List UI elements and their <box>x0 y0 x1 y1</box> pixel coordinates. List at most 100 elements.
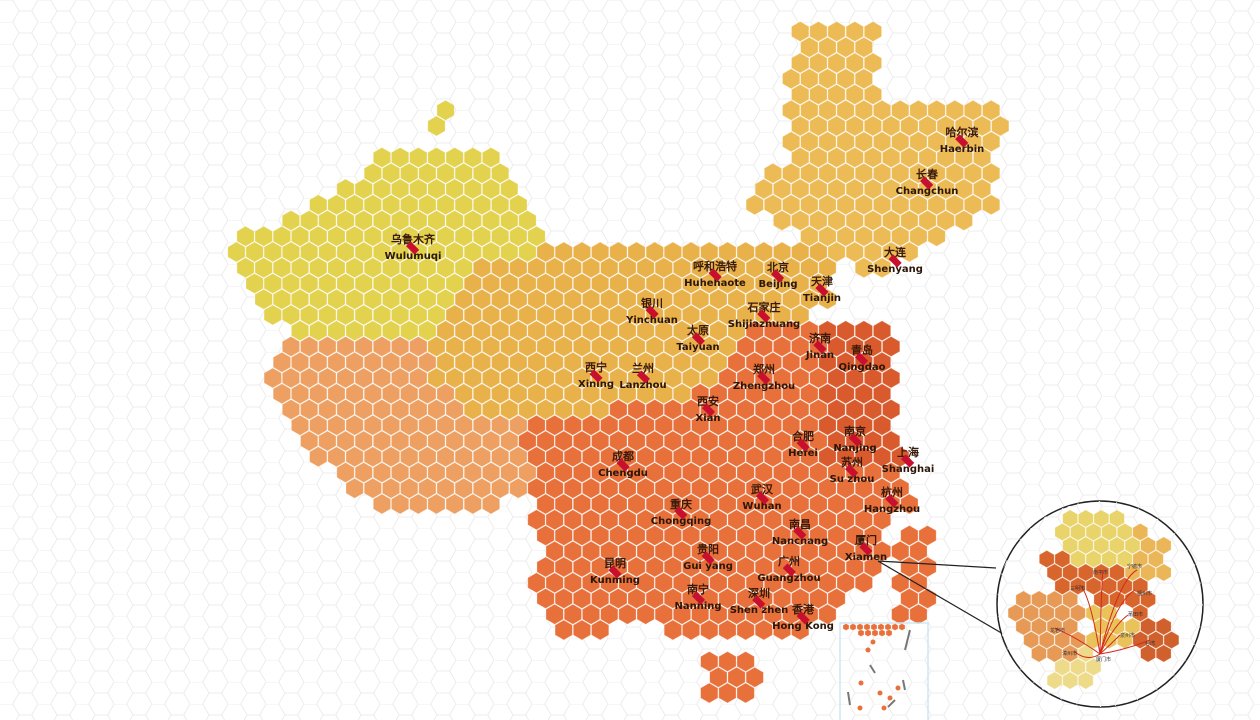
city-marker[interactable]: 大连 Shenyang <box>867 247 923 276</box>
city-name-cn: 青岛 <box>850 344 873 357</box>
hex-cell <box>800 414 819 436</box>
city-marker[interactable]: 济南 Jinan <box>806 333 834 362</box>
city-marker[interactable]: 兰州 Lanzhou <box>619 363 666 392</box>
hex-cell <box>836 194 855 216</box>
hex-cell <box>800 257 819 279</box>
city-marker[interactable]: 北京 Beijing <box>759 262 798 291</box>
inset-city-label: 泉州市 <box>1120 633 1136 639</box>
hex-cell <box>582 257 601 279</box>
hex-cell <box>854 36 873 58</box>
hex-cell <box>718 619 737 641</box>
hex-cell <box>472 162 492 184</box>
city-marker[interactable]: 重庆 Chongqing <box>651 499 711 528</box>
hex-cell <box>345 383 364 405</box>
hex-cell <box>982 99 1001 121</box>
hex-cell <box>327 194 346 216</box>
hex-cell <box>636 288 655 310</box>
city-marker[interactable]: 西安 Xian <box>695 396 720 425</box>
hex-cell <box>727 477 746 499</box>
city-marker[interactable]: 深圳 Shen zhen <box>730 588 789 617</box>
city-name-cn: 太原 <box>687 324 709 337</box>
hex-cell <box>863 556 882 578</box>
city-marker[interactable]: 南宁 Nanning <box>674 584 721 613</box>
city-name-en: Haerbin <box>939 144 985 155</box>
hex-cell <box>481 304 501 326</box>
city-marker[interactable]: 合肥 Hefei <box>788 431 818 460</box>
city-marker[interactable]: 郑州 Zhengzhou <box>733 364 795 393</box>
city-marker[interactable]: 杭州 Hangzhou <box>864 487 920 516</box>
hex-cell <box>400 162 419 184</box>
hex-cell <box>527 446 546 468</box>
hex-cell <box>936 178 955 200</box>
city-marker[interactable]: 南京 Nanjing <box>833 426 876 455</box>
hex-cell <box>454 162 473 184</box>
city-marker[interactable]: 哈尔滨 Haerbin <box>940 127 985 156</box>
hex-cell <box>845 147 864 168</box>
hex-cell <box>754 430 773 452</box>
city-marker[interactable]: 成都 Chengdu <box>598 451 648 480</box>
hex-cell <box>563 446 582 468</box>
hex-cell <box>500 462 519 483</box>
island-hex <box>856 623 864 631</box>
hex-cell <box>727 414 746 436</box>
hex-cell <box>773 336 792 357</box>
city-marker[interactable]: 天津 Tianjin <box>803 276 841 305</box>
hex-cell <box>472 477 492 499</box>
hex-cell <box>700 336 719 357</box>
city-marker[interactable]: 昆明 Kunming <box>590 558 640 587</box>
city-marker[interactable]: 上海 Shanghai <box>882 447 935 476</box>
hex-cell <box>973 178 992 200</box>
hex-cell <box>463 241 482 263</box>
hex-cell <box>245 273 264 294</box>
hex-cell <box>809 588 828 609</box>
hex-cell <box>836 36 855 58</box>
hex-cell <box>691 572 710 594</box>
hex-cell <box>545 572 564 594</box>
hex-cell <box>591 430 610 452</box>
hex-cell <box>563 383 582 405</box>
inset-city-label: 宁德市 <box>1127 564 1143 570</box>
hex-cell <box>754 241 773 263</box>
hex-cell <box>591 241 610 263</box>
hex-cell <box>936 147 955 168</box>
hex-cell <box>645 241 664 263</box>
hex-cell <box>763 162 782 184</box>
city-marker[interactable]: 呼和浩特 Huhehaote <box>684 261 746 290</box>
city-marker[interactable]: 厦门 Xiamen <box>845 535 887 564</box>
city-marker[interactable]: 石家庄 Shijiazhuang <box>728 302 800 331</box>
hex-cell <box>427 430 446 452</box>
city-marker[interactable]: 南昌 Nanchang <box>772 519 828 548</box>
hex-cell <box>563 257 582 279</box>
city-marker[interactable]: 贵阳 Gui yang <box>683 544 733 573</box>
hex-cell <box>363 225 382 247</box>
hex-cell <box>827 399 846 420</box>
hex-cell <box>236 257 255 279</box>
hex-cell <box>354 430 373 452</box>
hex-cell <box>927 162 946 184</box>
hex-cell <box>836 131 855 153</box>
city-marker[interactable]: 青岛 Qingdao <box>839 345 886 374</box>
hex-cell <box>854 414 873 436</box>
hex-cell <box>645 493 664 515</box>
hex-cell <box>545 603 564 625</box>
city-marker[interactable]: 武汉 Wuhan <box>742 484 781 513</box>
city-marker[interactable]: 太原 Taiyuan <box>676 325 719 354</box>
city-marker[interactable]: 香港 Hong Kong <box>772 604 834 633</box>
hex-cell <box>409 147 428 168</box>
city-marker[interactable]: 苏州 Su zhou <box>830 457 875 486</box>
hex-cell <box>345 288 364 310</box>
city-marker[interactable]: 西宁 Xining <box>578 362 614 391</box>
hex-cell <box>491 351 510 373</box>
hex-cell <box>436 477 455 499</box>
city-marker[interactable]: 银川 Yinchuan <box>626 298 678 327</box>
hex-cell <box>400 477 419 499</box>
hex-cell <box>481 336 501 357</box>
hex-cell <box>290 225 310 247</box>
city-marker[interactable]: 广州 Guangzhou <box>757 556 820 585</box>
city-marker[interactable]: 乌鲁木齐 Wulumuqi <box>385 234 442 263</box>
city-marker[interactable]: 长春 Changchun <box>896 169 959 198</box>
hex-cell <box>363 351 382 373</box>
hex-cell <box>500 304 519 326</box>
hex-cell <box>800 36 819 58</box>
